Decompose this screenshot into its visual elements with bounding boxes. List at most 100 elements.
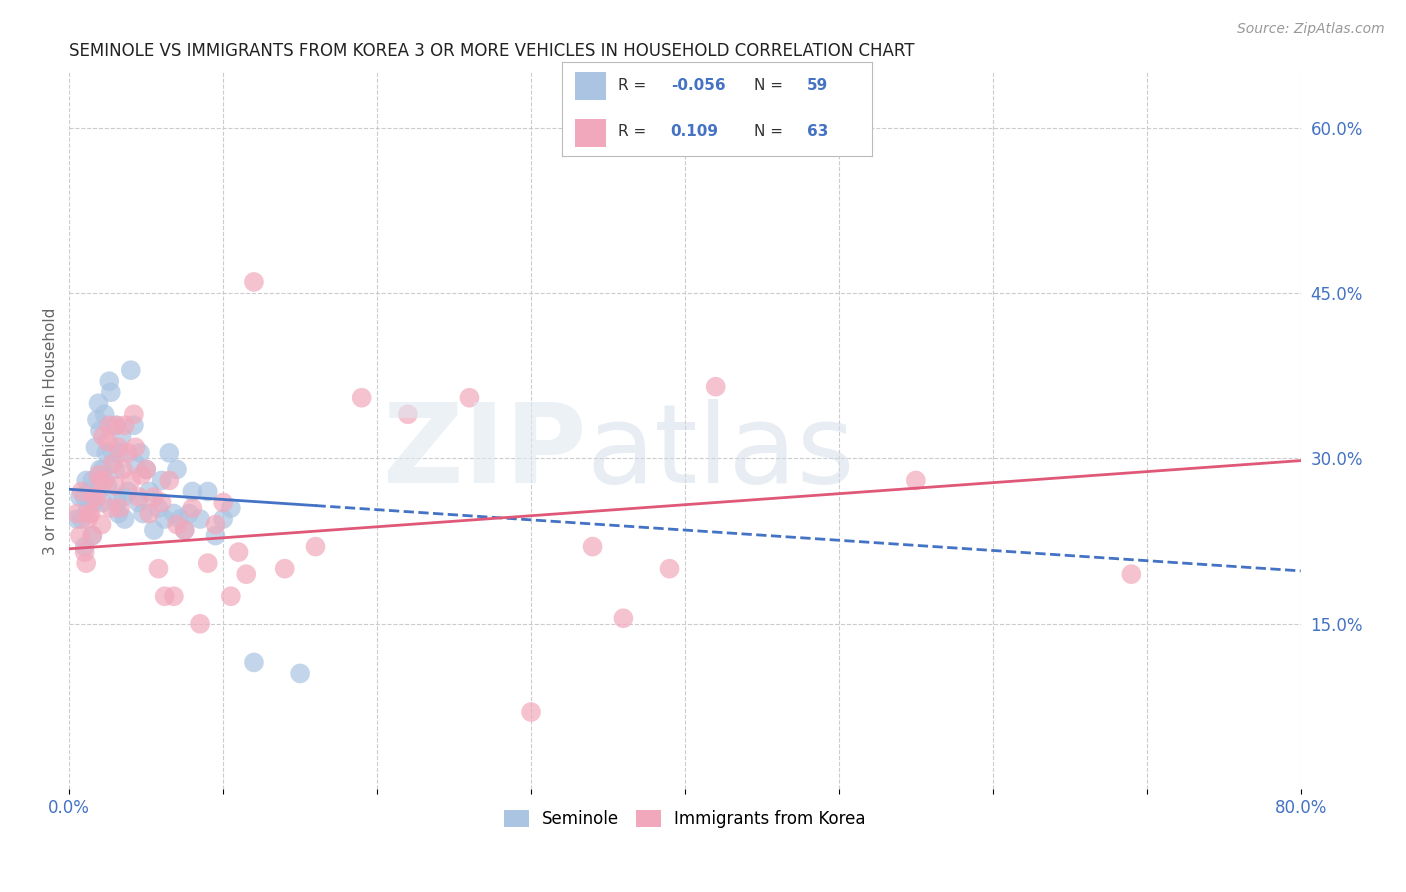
Point	[243, 656, 266, 670]
Point	[66, 512, 89, 526]
Point	[166, 462, 188, 476]
Point	[89, 474, 111, 488]
Point	[87, 467, 110, 482]
Point	[243, 275, 266, 289]
Point	[73, 545, 96, 559]
Point	[124, 457, 146, 471]
Point	[91, 462, 114, 476]
Point	[274, 562, 297, 576]
Point	[288, 666, 311, 681]
Point	[131, 467, 153, 482]
Point	[122, 407, 145, 421]
Point	[128, 490, 150, 504]
Point	[98, 374, 121, 388]
Point	[173, 523, 195, 537]
Point	[73, 540, 96, 554]
Point	[150, 495, 173, 509]
Point	[704, 380, 727, 394]
Text: R =: R =	[619, 78, 647, 94]
Point	[138, 484, 160, 499]
Point	[153, 512, 176, 526]
Point	[89, 462, 111, 476]
Point	[104, 462, 127, 476]
Point	[80, 507, 103, 521]
Point	[69, 528, 91, 542]
Point	[458, 391, 481, 405]
Point	[76, 512, 98, 526]
Point	[83, 490, 105, 504]
Point	[98, 418, 121, 433]
Point	[112, 462, 135, 476]
Point	[82, 528, 104, 542]
Point	[86, 490, 108, 504]
Point	[104, 418, 127, 433]
Point	[114, 512, 136, 526]
Point	[148, 562, 170, 576]
Text: 63: 63	[807, 124, 828, 139]
Point	[86, 413, 108, 427]
Point	[204, 517, 226, 532]
Point	[212, 512, 235, 526]
Text: ZIP: ZIP	[382, 399, 586, 506]
Point	[69, 490, 91, 504]
Point	[107, 441, 129, 455]
Text: Source: ZipAtlas.com: Source: ZipAtlas.com	[1237, 22, 1385, 37]
Point	[120, 363, 142, 377]
Point	[219, 501, 242, 516]
Point	[122, 418, 145, 433]
Bar	[575, 119, 606, 147]
Point	[153, 589, 176, 603]
Point	[304, 540, 326, 554]
Bar	[575, 72, 606, 100]
Point	[581, 540, 603, 554]
Point	[157, 446, 180, 460]
Point	[169, 512, 191, 526]
Point	[73, 490, 96, 504]
Point	[93, 474, 115, 488]
Point	[173, 523, 195, 537]
Point	[212, 495, 235, 509]
Point	[612, 611, 634, 625]
Point	[108, 501, 131, 516]
Point	[658, 562, 681, 576]
Point	[132, 507, 155, 521]
Point	[83, 495, 105, 509]
Point	[120, 474, 142, 488]
Point	[76, 501, 98, 516]
Point	[110, 429, 132, 443]
Point	[77, 507, 100, 521]
Text: -0.056: -0.056	[671, 78, 725, 94]
Point	[142, 490, 165, 504]
Point	[181, 484, 204, 499]
Point	[179, 507, 201, 521]
Point	[235, 567, 257, 582]
Y-axis label: 3 or more Vehicles in Household: 3 or more Vehicles in Household	[44, 307, 58, 555]
Point	[91, 495, 114, 509]
Point	[105, 495, 128, 509]
Point	[66, 507, 89, 521]
Legend: Seminole, Immigrants from Korea: Seminole, Immigrants from Korea	[498, 803, 873, 835]
Point	[97, 479, 120, 493]
Text: SEMINOLE VS IMMIGRANTS FROM KOREA 3 OR MORE VEHICLES IN HOUSEHOLD CORRELATION CH: SEMINOLE VS IMMIGRANTS FROM KOREA 3 OR M…	[69, 42, 915, 60]
Point	[219, 589, 242, 603]
Point	[104, 479, 127, 493]
Text: atlas: atlas	[586, 399, 855, 506]
Point	[148, 501, 170, 516]
Point	[87, 396, 110, 410]
Point	[96, 446, 118, 460]
Point	[100, 385, 122, 400]
Point	[101, 446, 124, 460]
Text: N =: N =	[754, 78, 783, 94]
Point	[204, 528, 226, 542]
Point	[97, 434, 120, 449]
Text: N =: N =	[754, 124, 783, 139]
Point	[117, 446, 139, 460]
Point	[150, 474, 173, 488]
Point	[70, 512, 93, 526]
Point	[904, 474, 927, 488]
Point	[135, 462, 157, 476]
Text: R =: R =	[619, 124, 647, 139]
Point	[112, 490, 135, 504]
Point	[396, 407, 419, 421]
Point	[138, 507, 160, 521]
